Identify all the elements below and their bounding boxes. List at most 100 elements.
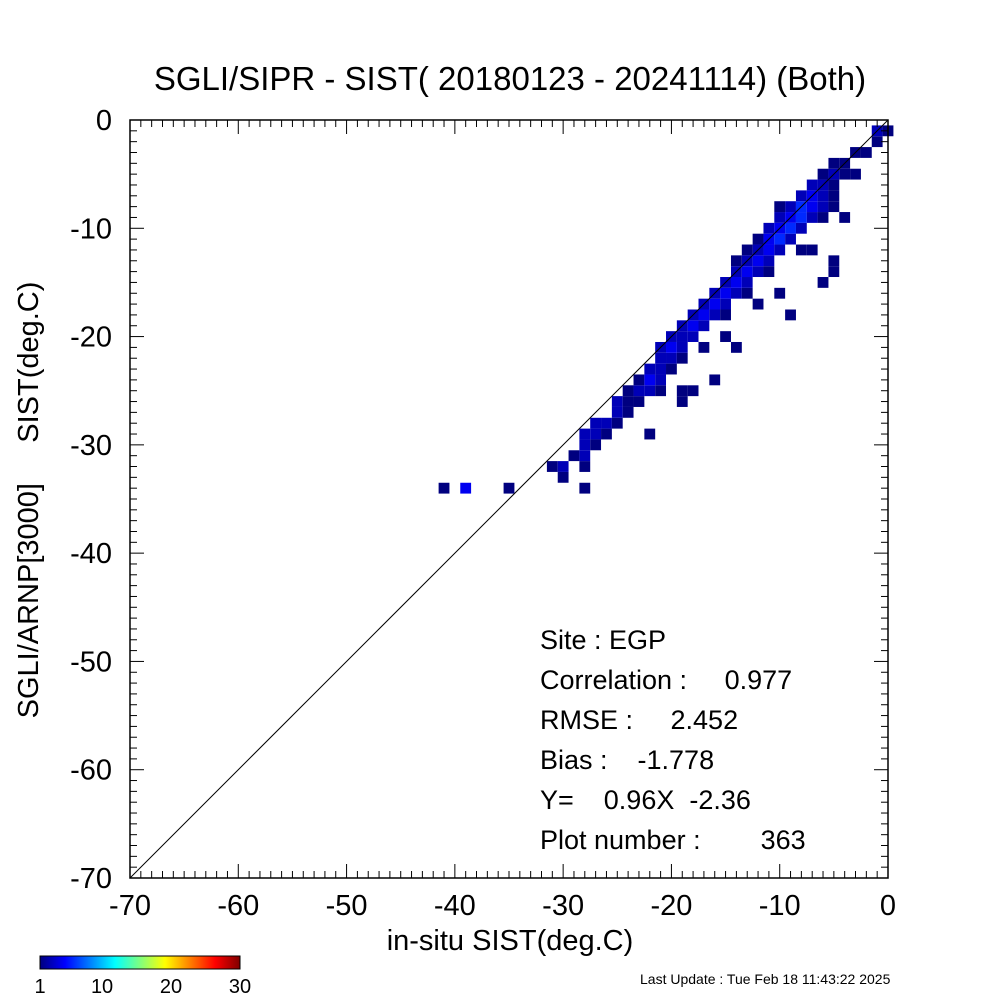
colorbar-tick-label: 10 [91,976,113,998]
density-cell [730,287,742,299]
density-cell [828,266,840,278]
density-cell [590,428,602,440]
density-cell [806,212,818,223]
density-cell [655,363,667,375]
density-cell [644,385,656,397]
density-cell [676,352,688,364]
density-cell [774,201,786,213]
density-cell [828,255,840,267]
density-cell [438,482,450,494]
x-tick-label: -40 [434,890,476,922]
density-cell [568,450,580,462]
density-cell [741,266,753,278]
x-tick-label: -20 [650,890,692,922]
density-cell [557,471,569,483]
density-cell [676,396,688,407]
y-axis-label: SGLI/ARNP[3000] SIST(deg.C) [13,282,45,719]
x-tick-labels: -70 -60 -50 -40 -30 -20 -10 0 [109,890,896,922]
density-cell [817,277,829,288]
density-cell [698,341,710,353]
density-cell [676,385,688,397]
y-tick-label: -20 [70,322,112,354]
density-cell [720,309,731,321]
density-cell [622,385,634,397]
density-cell [795,222,807,234]
density-cell [752,298,764,310]
y-tick-label: -60 [70,755,112,787]
density-cell [741,244,753,256]
density-cell [817,168,829,180]
x-axis-label: in-situ SIST(deg.C) [387,925,634,957]
stats-box: Site : EGP Correlation : 0.977 RMSE : 2.… [540,625,806,855]
density-cell [611,417,623,429]
density-cell [579,461,591,472]
density-cell [666,363,677,375]
y-tick-label: -30 [70,430,112,462]
density-cell [590,417,602,429]
footer-last-update: Last Update : Tue Feb 18 11:43:22 2025 [640,971,891,987]
density-cell [644,374,656,386]
density-cell [730,341,742,353]
density-cell [741,287,753,299]
density-cell [633,374,645,386]
density-cell [828,179,840,191]
stat-bias: Bias : -1.778 [540,745,714,775]
density-cell [828,157,840,169]
y-tick-label: -70 [70,863,112,895]
density-cell [785,309,796,321]
density-cell [676,331,688,342]
density-cell [839,168,851,180]
density-cell [633,385,645,397]
stat-regression: Y= 0.96X -2.36 [540,785,751,815]
density-cell [622,396,634,407]
density-cell [601,417,612,429]
density-cell [557,461,569,472]
density-cell [720,331,731,342]
colorbar-labels: 1 10 20 30 [34,976,251,998]
density-cell [839,212,851,223]
density-cell [785,233,796,245]
density-cell [763,244,775,256]
x-tick-label: -30 [542,890,584,922]
density-cell [601,428,612,440]
density-cell [860,147,872,158]
density-cell [666,352,677,364]
density-cell [763,255,775,267]
density-cell [579,439,591,451]
density-cell [850,168,861,180]
density-cell [579,482,591,494]
density-cell [687,320,699,332]
density-cell [611,396,623,407]
density-cell [633,396,645,407]
colorbar [39,955,241,970]
density-cell [720,287,731,299]
density-cell [655,374,667,386]
density-cell [817,190,829,202]
x-tick-label: -50 [326,890,368,922]
density-cell [590,439,602,451]
density-cell [741,277,753,288]
density-cell [795,190,807,202]
density-cell [730,277,742,288]
density-cell [828,190,840,202]
density-cell [795,212,807,223]
density-cell [806,244,818,256]
density-cell [687,385,699,397]
y-tick-label: -50 [70,646,112,678]
density-cell [785,222,796,234]
density-cell [817,212,829,223]
stat-plot-number: Plot number : 363 [540,825,806,855]
density-cell [655,385,667,397]
colorbar-tick-label: 30 [229,976,251,998]
density-cell [806,179,818,191]
density-cell [655,352,667,364]
density-cell [763,222,775,234]
density-cells [438,125,894,494]
density-cell [774,244,786,256]
density-cell [817,201,829,213]
density-cell [644,363,656,375]
density-cell [709,309,721,321]
stat-correlation: Correlation : 0.977 [540,665,792,695]
density-cell [579,450,591,462]
stat-rmse: RMSE : 2.452 [540,705,738,735]
